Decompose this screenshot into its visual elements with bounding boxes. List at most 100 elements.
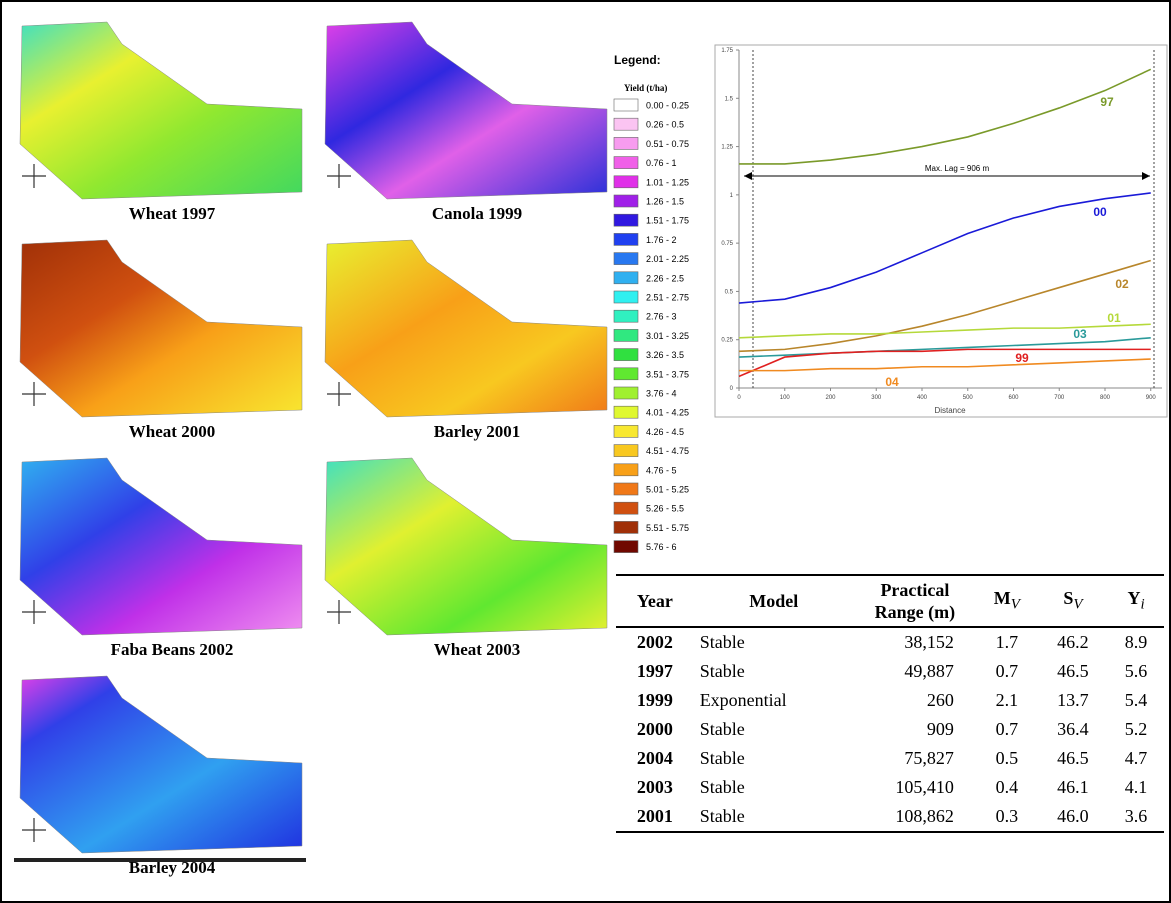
table-cell: 2003 [616, 773, 694, 802]
legend-label: 0.76 - 1 [646, 158, 677, 168]
table-cell: 46.1 [1038, 773, 1108, 802]
table-row: 2002Stable38,1521.746.28.9 [616, 627, 1164, 657]
y-tick-label: 1.75 [721, 48, 733, 54]
legend-label: 5.51 - 5.75 [646, 523, 689, 533]
north-arrow [22, 164, 46, 188]
column-header: Year [616, 575, 694, 627]
legend-swatch [614, 368, 638, 380]
series-label: 02 [1115, 277, 1129, 291]
table-row: 2004Stable75,8270.546.54.7 [616, 744, 1164, 773]
map-label: Wheat 2000 [129, 422, 215, 441]
map-label: Wheat 2003 [434, 640, 520, 659]
header-subscript: i [1140, 596, 1144, 612]
column-header: Model [694, 575, 854, 627]
legend-label: 3.26 - 3.5 [646, 350, 684, 360]
legend-label: 4.76 - 5 [646, 465, 677, 475]
table-cell: 2001 [616, 802, 694, 832]
legend-swatch [614, 118, 638, 130]
table-cell: Stable [694, 802, 854, 832]
table-cell: 0.7 [976, 715, 1038, 744]
table-cell: 0.7 [976, 657, 1038, 686]
north-arrow [327, 600, 351, 624]
x-tick-label: 600 [1008, 395, 1019, 401]
table-cell: 0.4 [976, 773, 1038, 802]
map-label: Canola 1999 [432, 204, 522, 223]
field-map [20, 458, 302, 635]
field-map [325, 240, 607, 417]
x-tick-label: 400 [917, 395, 928, 401]
x-tick-label: 500 [963, 395, 974, 401]
header-subscript: V [1073, 596, 1082, 612]
legend-swatch [614, 291, 638, 303]
legend-title: Legend: [614, 53, 661, 67]
table-cell: 46.2 [1038, 627, 1108, 657]
x-tick-label: 900 [1146, 395, 1157, 401]
table-cell: 0.3 [976, 802, 1038, 832]
legend-label: 0.51 - 0.75 [646, 139, 689, 149]
table-cell: 108,862 [854, 802, 976, 832]
legend-label: 1.76 - 2 [646, 235, 677, 245]
y-tick-label: 0.25 [721, 338, 733, 344]
table-cell: 2004 [616, 744, 694, 773]
legend-swatch [614, 483, 638, 495]
header-text: Year [637, 591, 673, 611]
map-label: Barley 2001 [434, 422, 520, 441]
field-map [20, 22, 302, 199]
north-arrow [22, 600, 46, 624]
annotation: Max. Lag = 906 m [925, 164, 990, 173]
table-cell: 1997 [616, 657, 694, 686]
north-arrow [327, 164, 351, 188]
legend-swatch [614, 349, 638, 361]
series-label: 04 [885, 375, 899, 389]
table-row: 1999Exponential2602.113.75.4 [616, 686, 1164, 715]
table-cell: 49,887 [854, 657, 976, 686]
field-map [325, 458, 607, 635]
legend-label: 4.26 - 4.5 [646, 427, 684, 437]
map-label: Faba Beans 2002 [111, 640, 234, 659]
legend-label: 2.76 - 3 [646, 312, 677, 322]
legend-swatch [614, 214, 638, 226]
series-label: 99 [1015, 351, 1029, 365]
legend-swatch [614, 329, 638, 341]
table-cell: 4.1 [1108, 773, 1164, 802]
series-label: 01 [1107, 311, 1121, 325]
table-cell: 8.9 [1108, 627, 1164, 657]
table-row: 2003Stable105,4100.446.14.1 [616, 773, 1164, 802]
legend-label: 0.26 - 0.5 [646, 120, 684, 130]
legend-label: 2.26 - 2.5 [646, 273, 684, 283]
legend-label: 4.51 - 4.75 [646, 446, 689, 456]
legend-swatch [614, 253, 638, 265]
table-cell: 2.1 [976, 686, 1038, 715]
table-body: 2002Stable38,1521.746.28.91997Stable49,8… [616, 627, 1164, 832]
legend-swatch [614, 502, 638, 514]
legend-label: 1.01 - 1.25 [646, 177, 689, 187]
table-cell: 0.5 [976, 744, 1038, 773]
table-cell: Stable [694, 657, 854, 686]
legend: Legend: Yield (t/ha) 0.00 - 0.250.26 - 0… [614, 53, 689, 553]
legend-label: 5.26 - 5.5 [646, 504, 684, 514]
header-text: M [994, 588, 1011, 608]
north-arrow [22, 382, 46, 406]
legend-label: 1.51 - 1.75 [646, 216, 689, 226]
legend-swatch [614, 99, 638, 111]
field-map [20, 676, 302, 853]
table-cell: 3.6 [1108, 802, 1164, 832]
legend-swatch [614, 272, 638, 284]
table-cell: 909 [854, 715, 976, 744]
table-cell: Stable [694, 715, 854, 744]
legend-subtitle: Yield (t/ha) [624, 83, 667, 93]
scale-bar [14, 858, 306, 862]
legend-swatch [614, 310, 638, 322]
legend-swatch [614, 464, 638, 476]
column-header: MV [976, 575, 1038, 627]
table-cell: 46.5 [1038, 744, 1108, 773]
table-cell: 5.4 [1108, 686, 1164, 715]
legend-label: 2.51 - 2.75 [646, 293, 689, 303]
table-cell: 2002 [616, 627, 694, 657]
series-label: 03 [1073, 327, 1087, 341]
header-text: Y [1127, 588, 1140, 608]
